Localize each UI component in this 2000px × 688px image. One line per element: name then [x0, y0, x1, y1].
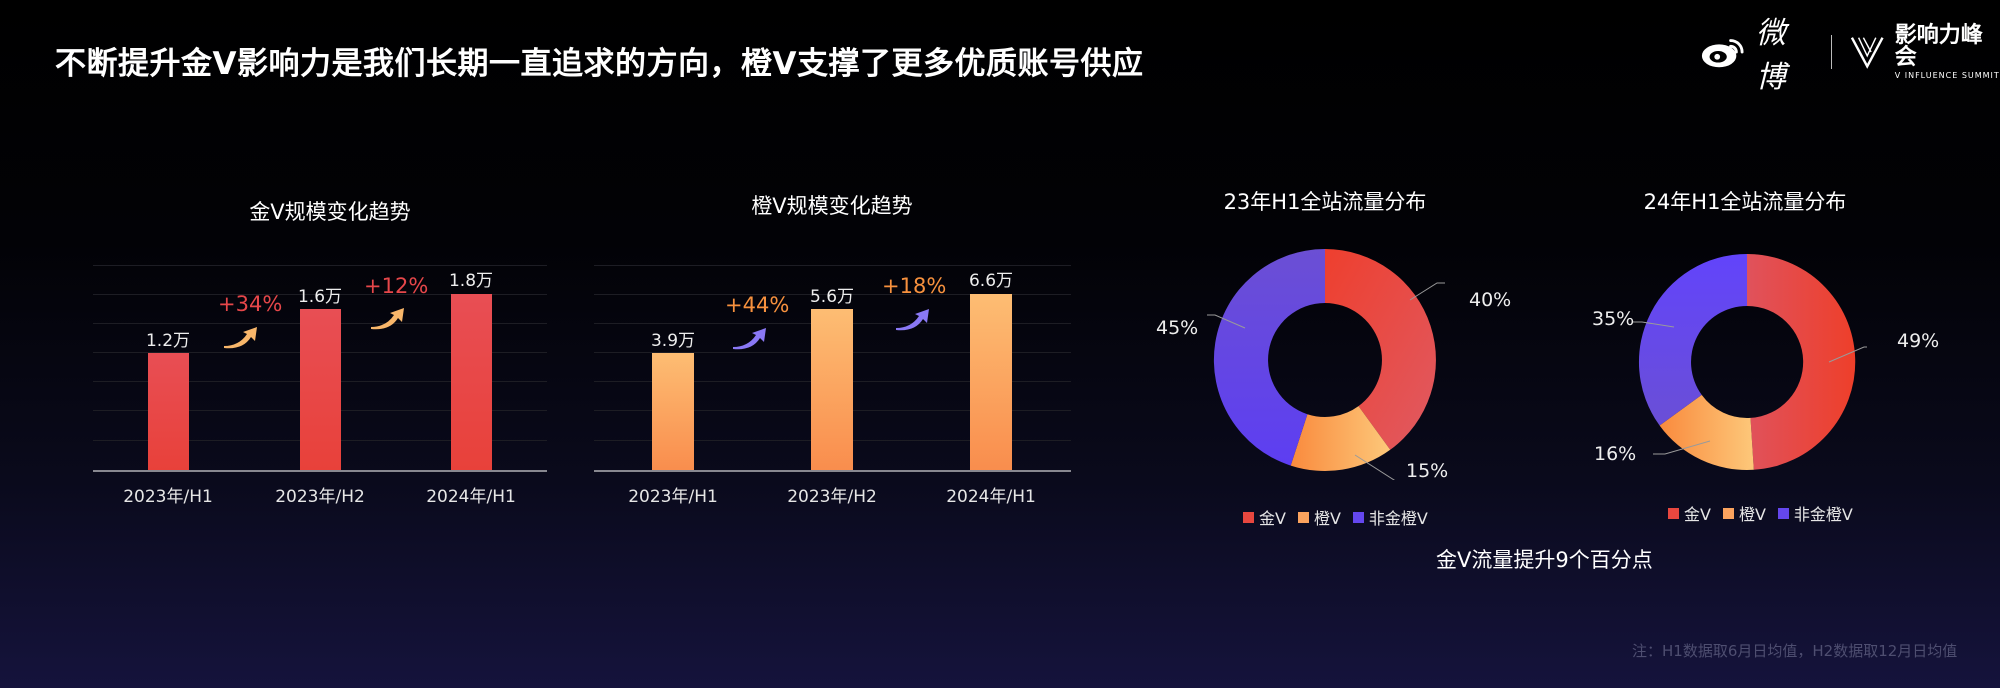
- bar-2023-h1: [148, 353, 189, 471]
- bar-2024-h1: [451, 294, 492, 471]
- growth-label: +34%: [218, 292, 283, 316]
- legend-swatch: [1243, 511, 1254, 523]
- gridline: [594, 294, 1071, 295]
- slice-other-v: [1638, 254, 1747, 426]
- chart-title: 金V规模变化趋势: [249, 200, 411, 224]
- legend-swatch: [1722, 507, 1734, 519]
- up-arrow-icon: [733, 328, 766, 350]
- pct-label-gold-v: 40%: [1469, 289, 1512, 311]
- legend: 金V 橙V 非金橙V: [1243, 505, 1434, 529]
- x-axis-label: 2024年/H1: [946, 487, 1036, 507]
- pct-label-orange-v: 16%: [1594, 443, 1637, 465]
- pct-label-gold-v: 49%: [1897, 330, 1940, 352]
- weibo-logo-icon: [1701, 39, 1744, 68]
- gridline: [93, 265, 547, 266]
- growth-label: +18%: [882, 274, 947, 298]
- gridline: [594, 265, 1071, 266]
- up-arrow-icon: [224, 327, 257, 349]
- donut-chart: [1633, 253, 1867, 471]
- slice-gold-v: [1325, 249, 1436, 450]
- bar-value-label: 6.6万: [968, 271, 1014, 291]
- donut-chart: [1207, 248, 1445, 480]
- legend-swatch: [1777, 507, 1789, 519]
- legend-swatch: [1352, 511, 1364, 523]
- logo-area: 微博 影响力峰会 V INFLUENCE SUMMIT: [1700, 16, 2000, 95]
- legend-item-gold-v: 金V: [1243, 505, 1286, 529]
- x-axis-label: 2023年/H2: [275, 487, 365, 507]
- gridline: [93, 294, 547, 295]
- bar-2023-h2: [811, 309, 853, 471]
- growth-label: +12%: [364, 274, 429, 298]
- page-title: 不断提升金V影响力是我们长期一直追求的方向，橙V支撑了更多优质账号供应: [55, 46, 1144, 82]
- slice-orange-v: [1659, 394, 1754, 471]
- slice-other-v: [1213, 248, 1325, 466]
- chart-title: 23年H1全站流量分布: [1223, 190, 1427, 214]
- summit-logo-text: 影响力峰会 V INFLUENCE SUMMIT: [1894, 22, 2000, 80]
- growth-label: +44%: [725, 293, 790, 317]
- legend-swatch: [1668, 507, 1679, 519]
- x-axis-label: 2024年/H1: [426, 487, 516, 507]
- legend: 金V 橙V 非金橙V: [1668, 501, 1859, 525]
- bar-value-label: 3.9万: [650, 331, 696, 351]
- chart-title: 24年H1全站流量分布: [1643, 190, 1847, 214]
- bar-value-label: 1.8万: [448, 271, 494, 291]
- up-arrow-icon: [371, 308, 404, 330]
- slice-orange-v: [1290, 406, 1391, 472]
- bar-value-label: 1.6万: [297, 287, 343, 307]
- logo-divider: [1831, 35, 1833, 69]
- summary-text: 金V流量提升9个百分点: [1436, 548, 1653, 572]
- pct-label-other-v: 45%: [1156, 317, 1199, 339]
- up-arrow-icon: [896, 309, 929, 331]
- bar-value-label: 5.6万: [809, 287, 855, 307]
- legend-item-gold-v: 金V: [1668, 501, 1711, 525]
- v-summit-logo-icon: [1851, 37, 1884, 69]
- legend-swatch: [1297, 511, 1309, 523]
- slice-gold-v: [1747, 253, 1856, 470]
- x-axis-label: 2023年/H1: [628, 487, 718, 507]
- x-axis-label: 2023年/H2: [787, 487, 877, 507]
- x-axis: [594, 470, 1071, 472]
- legend-item-orange-v: 橙V: [1297, 505, 1341, 529]
- weibo-logo-text: 微博: [1755, 16, 1786, 95]
- bar-2024-h1: [970, 294, 1012, 471]
- x-axis: [93, 470, 547, 472]
- pct-label-other-v: 35%: [1592, 308, 1635, 330]
- legend-item-other-v: 非金橙V: [1352, 505, 1428, 529]
- legend-item-orange-v: 橙V: [1722, 501, 1766, 525]
- bar-value-label: 1.2万: [145, 331, 191, 351]
- legend-item-other-v: 非金橙V: [1777, 501, 1853, 525]
- x-axis-label: 2023年/H1: [123, 487, 213, 507]
- pct-label-orange-v: 15%: [1406, 460, 1449, 482]
- bar-2023-h1: [652, 353, 694, 471]
- footnote: 注：H1数据取6月日均值，H2数据取12月日均值: [1632, 642, 1958, 660]
- bar-2023-h2: [300, 309, 341, 471]
- chart-title: 橙V规模变化趋势: [751, 194, 913, 218]
